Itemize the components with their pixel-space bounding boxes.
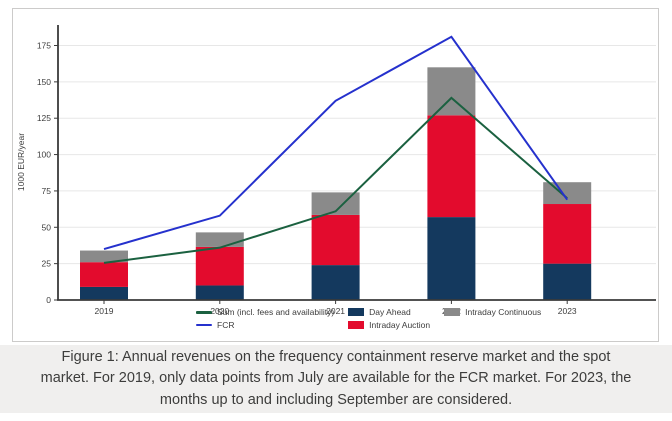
intraday-auction-swatch [348,320,365,329]
legend-label-fcr: FCR [217,319,235,330]
legend-item-day-ahead: Day Ahead [348,308,430,317]
legend-label-day-ahead: Day Ahead [369,307,411,317]
bar-segment-intraday-continuous-2023 [543,182,592,205]
y-tick-label-0: 0 [46,295,51,305]
bar-segment-day-ahead-2020 [195,285,244,300]
y-tick-label-175: 175 [37,41,51,51]
bar-segment-intraday-continuous-2022 [427,67,476,116]
figure-caption-text: Figure 1: Annual revenues on the frequen… [40,349,632,408]
bar-segment-intraday-auction-2019 [80,262,128,287]
bar-segment-intraday-auction-2021 [311,214,360,266]
bar-segment-day-ahead-2023 [543,263,592,300]
bar-segment-intraday-auction-2022 [427,115,476,218]
bar-segment-day-ahead-2021 [311,265,360,300]
chart-card: 0255075100125150175201920202021202220231… [12,8,659,342]
bar-segment-intraday-auction-2023 [543,204,592,264]
legend-label-sum: Sum (incl. fees and availability) [217,307,335,317]
x-tick-label-2019: 2019 [95,306,114,316]
y-axis-title: 1000 EUR/year [16,133,26,191]
y-tick-label-100: 100 [37,150,51,160]
line-sum-incl-fees-and-availability- [103,96,568,264]
y-tick-label-50: 50 [42,222,52,232]
legend-label-intraday-continuous: Intraday Continuous [465,307,542,317]
bar-segment-intraday-auction-2020 [195,246,244,286]
chart-legend: Sum (incl. fees and availability) FCR Da… [196,308,541,329]
legend-item-sum: Sum (incl. fees and availability) [196,308,334,317]
y-tick-label-150: 150 [37,77,51,87]
legend-column-bars-2: Intraday Continuous [444,308,541,329]
intraday-continuous-swatch [444,308,461,317]
legend-column-lines: Sum (incl. fees and availability) FCR [196,308,334,329]
legend-item-intraday-continuous: Intraday Continuous [444,308,541,317]
x-tick-label-2021: 2021 [326,306,345,316]
bar-segment-day-ahead-2019 [80,286,128,300]
bar-segment-intraday-continuous-2019 [80,250,128,263]
legend-item-intraday-auction: Intraday Auction [348,319,431,330]
sum-line-swatch [196,311,212,314]
revenue-chart: 0255075100125150175201920202021202220231… [16,25,656,316]
y-tick-label-25: 25 [42,259,52,269]
bar-segment-intraday-continuous-2021 [311,192,360,215]
bar-segment-day-ahead-2022 [427,217,476,300]
x-tick-label-2020: 2020 [210,306,229,316]
legend-column-bars-1: Day Ahead Intraday Auction [348,308,430,329]
day-ahead-swatch [348,308,365,317]
y-tick-label-75: 75 [42,186,52,196]
fcr-line-swatch [196,323,212,326]
y-tick-label-125: 125 [37,113,51,123]
legend-label-intraday-auction: Intraday Auction [369,319,431,330]
figure-caption: Figure 1: Annual revenues on the frequen… [0,345,672,413]
line-fcr [103,35,569,251]
bar-segment-intraday-continuous-2020 [195,232,244,247]
legend-item-fcr: FCR [196,319,334,330]
x-tick-label-2023: 2023 [558,306,577,316]
